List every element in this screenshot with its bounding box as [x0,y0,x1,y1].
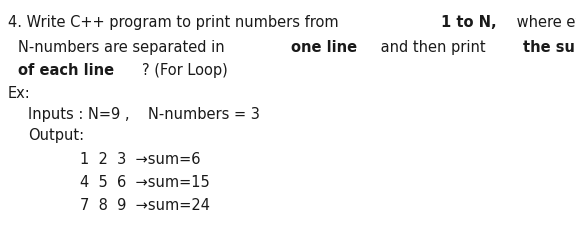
Text: the sum: the sum [524,40,576,55]
Text: of each line: of each line [18,63,114,78]
Text: 1  2  3  →sum=6: 1 2 3 →sum=6 [80,151,200,166]
Text: 4. Write C++ program to print numbers from: 4. Write C++ program to print numbers fr… [8,15,343,30]
Text: Ex:: Ex: [8,86,31,101]
Text: Inputs : N=9 ,    N-numbers = 3: Inputs : N=9 , N-numbers = 3 [28,107,260,121]
Text: N-numbers are separated in: N-numbers are separated in [18,40,229,55]
Text: 1 to N,: 1 to N, [441,15,496,30]
Text: 4  5  6  →sum=15: 4 5 6 →sum=15 [80,174,210,189]
Text: Output:: Output: [28,128,84,142]
Text: where every: where every [513,15,576,30]
Text: and then print: and then print [376,40,490,55]
Text: ? (For Loop): ? (For Loop) [142,63,228,78]
Text: 7  8  9  →sum=24: 7 8 9 →sum=24 [80,197,210,212]
Text: one line: one line [290,40,357,55]
